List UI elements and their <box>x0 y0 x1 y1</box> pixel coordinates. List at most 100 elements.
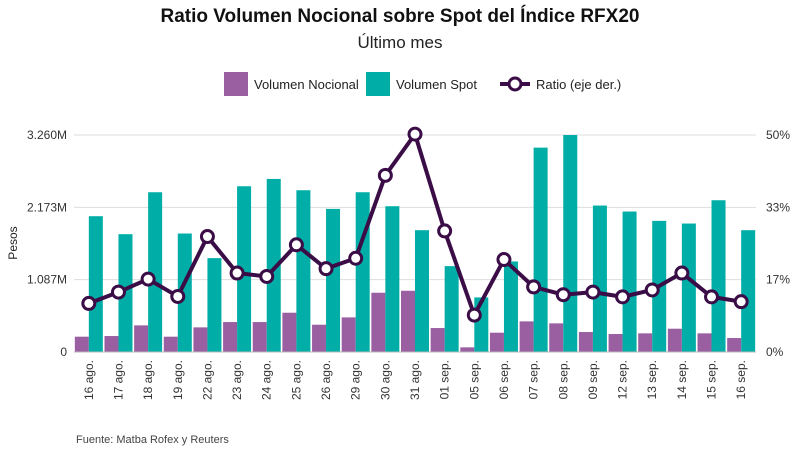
ratio-point <box>140 271 156 287</box>
bar-nocional <box>638 333 653 352</box>
bar-nocional <box>282 312 297 352</box>
bar-nocional <box>401 290 415 352</box>
x-tick-label: 26 ago. <box>319 360 333 400</box>
y-tick-label-left: 0 <box>60 345 67 359</box>
x-tick-label: 12 sep. <box>616 360 630 399</box>
ratio-point <box>466 307 482 323</box>
bar-nocional <box>134 325 149 352</box>
ratio-point <box>318 261 334 277</box>
legend: Volumen Nocional Volumen Spot Ratio (eje… <box>0 72 800 96</box>
ratio-point <box>674 265 690 281</box>
legend-label-nocional: Volumen Nocional <box>254 76 359 92</box>
x-tick-label: 06 sep. <box>497 360 511 399</box>
bar-nocional <box>223 322 238 352</box>
ratio-point <box>733 294 749 310</box>
ratio-point <box>585 284 601 300</box>
bar-nocional <box>489 332 504 352</box>
ratio-point <box>199 229 215 245</box>
bar-spot <box>503 261 518 352</box>
ratio-point <box>170 288 186 304</box>
ratio-point <box>81 295 97 311</box>
x-tick-label: 16 sep. <box>734 360 748 399</box>
bar-nocional <box>74 336 89 352</box>
ratio-point <box>526 279 542 295</box>
bar-nocional <box>578 332 593 352</box>
x-tick-label: 05 sep. <box>467 360 481 399</box>
bar-nocional <box>667 328 682 352</box>
bar-spot <box>207 258 222 352</box>
ratio-point <box>288 237 304 253</box>
ratio-point <box>704 289 720 305</box>
x-tick-label: 19 ago. <box>171 360 185 400</box>
legend-item-ratio[interactable]: Ratio (eje der.) <box>500 72 621 96</box>
y-tick-label-left: 2.173M <box>27 200 67 214</box>
bar-nocional <box>163 336 178 352</box>
x-tick-label: 31 ago. <box>408 360 422 400</box>
ratio-point <box>110 284 126 300</box>
legend-swatch-nocional <box>224 72 248 96</box>
ratio-point <box>348 250 364 266</box>
bar-spot <box>415 230 429 352</box>
bar-spot <box>533 147 548 352</box>
legend-label-spot: Volumen Spot <box>396 76 477 92</box>
y-tick-label-left: 1.087M <box>27 273 67 287</box>
y-tick-label-right: 50% <box>766 128 790 142</box>
x-tick-label: 14 sep. <box>675 360 689 399</box>
ratio-point <box>377 167 393 183</box>
x-tick-label: 13 sep. <box>645 360 659 399</box>
bar-spot <box>681 223 696 352</box>
bar-spot <box>711 200 726 352</box>
bar-spot <box>237 186 252 352</box>
bar-spot <box>385 206 400 352</box>
chart-title: Ratio Volumen Nocional sobre Spot del Ín… <box>160 6 640 27</box>
bar-nocional <box>371 292 386 352</box>
legend-item-nocional[interactable]: Volumen Nocional <box>224 72 359 96</box>
bar-spot <box>148 192 163 352</box>
x-tick-label: 07 sep. <box>527 360 541 399</box>
legend-item-spot[interactable]: Volumen Spot <box>366 72 477 96</box>
x-tick-label: 22 ago. <box>200 360 214 400</box>
x-tick-label: 17 ago. <box>111 360 125 400</box>
bar-nocional <box>341 317 356 352</box>
x-tick-label: 09 sep. <box>586 360 600 399</box>
x-tick-label: 01 sep. <box>438 360 452 399</box>
bar-nocional <box>519 321 534 352</box>
y-tick-label-right: 33% <box>766 200 790 214</box>
bar-spot <box>326 208 341 352</box>
x-tick-label: 08 sep. <box>556 360 570 399</box>
ratio-point <box>615 289 631 305</box>
x-tick-label: 15 sep. <box>705 360 719 399</box>
legend-swatch-spot <box>366 72 390 96</box>
bar-nocional <box>193 327 208 352</box>
x-tick-label: 24 ago. <box>260 360 274 400</box>
bar-nocional <box>697 333 712 352</box>
bar-nocional <box>608 334 623 352</box>
ratio-point <box>229 265 245 281</box>
bar-spot <box>444 266 459 352</box>
ratio-point <box>437 223 453 239</box>
x-tick-label: 16 ago. <box>82 360 96 400</box>
bar-spot <box>177 233 192 352</box>
y-tick-label-left: 3.260M <box>27 128 67 142</box>
ratio-point <box>407 126 423 142</box>
ratio-point <box>496 252 512 268</box>
bar-nocional <box>104 336 119 352</box>
ratio-point <box>555 287 571 303</box>
x-tick-label: 29 ago. <box>349 360 363 400</box>
legend-label-ratio: Ratio (eje der.) <box>536 76 622 92</box>
ratio-point <box>259 268 275 284</box>
source-note: Fuente: Matba Rofex y Reuters <box>76 434 229 446</box>
x-tick-label: 25 ago. <box>289 360 303 400</box>
bar-nocional <box>430 328 445 352</box>
y-tick-label-right: 0% <box>766 345 784 359</box>
bar-spot <box>741 230 756 352</box>
bar-spot <box>355 192 370 352</box>
x-tick-label: 23 ago. <box>230 360 244 400</box>
x-tick-label: 18 ago. <box>141 360 155 400</box>
bar-nocional <box>252 322 267 352</box>
bar-spot <box>622 211 637 352</box>
bar-nocional <box>549 323 564 352</box>
chart-subtitle: Último mes <box>357 33 443 52</box>
ratio-point <box>644 282 660 298</box>
